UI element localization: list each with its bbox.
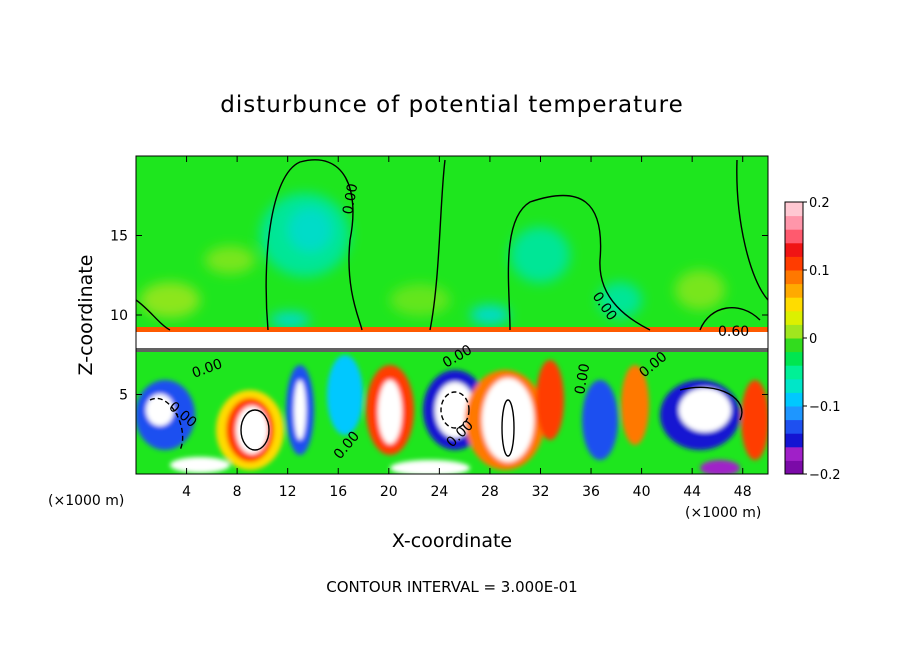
colorbar-swatch — [785, 215, 803, 230]
colorbar-swatch — [785, 446, 803, 461]
colorbar-swatch — [785, 365, 803, 380]
x-unit-right: (×1000 m) — [685, 505, 761, 521]
x-tick-label: 36 — [582, 484, 600, 500]
x-tick-label: 16 — [329, 484, 347, 500]
colorbar-swatch — [785, 433, 803, 448]
colorbar-swatch — [785, 406, 803, 421]
colorbar-tick-label: 0 — [809, 332, 817, 347]
y-tick-label: 10 — [110, 308, 128, 324]
x-axis-label: X-coordinate — [392, 530, 512, 552]
colorbar-swatch — [785, 283, 803, 298]
contour-label: 0.00 — [572, 362, 593, 395]
contour-interval-footer: CONTOUR INTERVAL = 3.000E-01 — [326, 578, 577, 596]
x-tick-label: 12 — [279, 484, 297, 500]
colorbar-swatch — [785, 310, 803, 325]
colorbar-swatch — [785, 338, 803, 353]
chart-title: disturbunce of potential temperature — [220, 92, 684, 118]
colorbar: 0.2 0.1 0 −0.1 −0.2 — [784, 196, 841, 483]
x-tick-label: 40 — [633, 484, 651, 500]
x-tick-label: 28 — [481, 484, 499, 500]
y-axis: 5 10 15 — [110, 229, 768, 404]
x-tick-label: 4 — [182, 484, 191, 500]
x-axis: 4 8 12 16 20 24 28 32 36 40 44 48 — [182, 156, 752, 500]
inversion-band — [136, 332, 768, 350]
upper-field — [136, 156, 768, 334]
colorbar-tick-label: −0.1 — [809, 400, 841, 415]
colorbar-swatch — [785, 297, 803, 312]
colorbar-swatch — [785, 351, 803, 366]
y-tick-label: 15 — [110, 229, 128, 245]
heatmap-field — [136, 156, 768, 474]
colorbar-swatch — [785, 229, 803, 244]
x-unit-left: (×1000 m) — [48, 493, 124, 509]
colorbar-swatch — [785, 202, 803, 217]
contour-label: 0.60 — [718, 324, 749, 340]
x-tick-label: 44 — [683, 484, 701, 500]
x-tick-label: 32 — [532, 484, 550, 500]
y-axis-label: Z-coordinate — [75, 255, 97, 376]
x-tick-label: 20 — [380, 484, 398, 500]
x-tick-label: 8 — [233, 484, 242, 500]
colorbar-swatch — [785, 460, 803, 475]
colorbar-tick-label: 0.1 — [809, 264, 830, 279]
colorbar-swatch — [785, 242, 803, 257]
y-tick-label: 5 — [119, 388, 128, 404]
x-tick-label: 48 — [734, 484, 752, 500]
colorbar-swatch — [785, 256, 803, 271]
colorbar-swatch — [785, 378, 803, 393]
contour-label: 0.00 — [340, 182, 361, 215]
colorbar-tick-label: 0.2 — [809, 196, 830, 211]
colorbar-swatch — [785, 419, 803, 434]
x-tick-label: 24 — [430, 484, 448, 500]
colorbar-tick-label: −0.2 — [809, 468, 841, 483]
colorbar-swatch — [785, 392, 803, 407]
colorbar-swatch — [785, 270, 803, 285]
colorbar-swatch — [785, 324, 803, 339]
